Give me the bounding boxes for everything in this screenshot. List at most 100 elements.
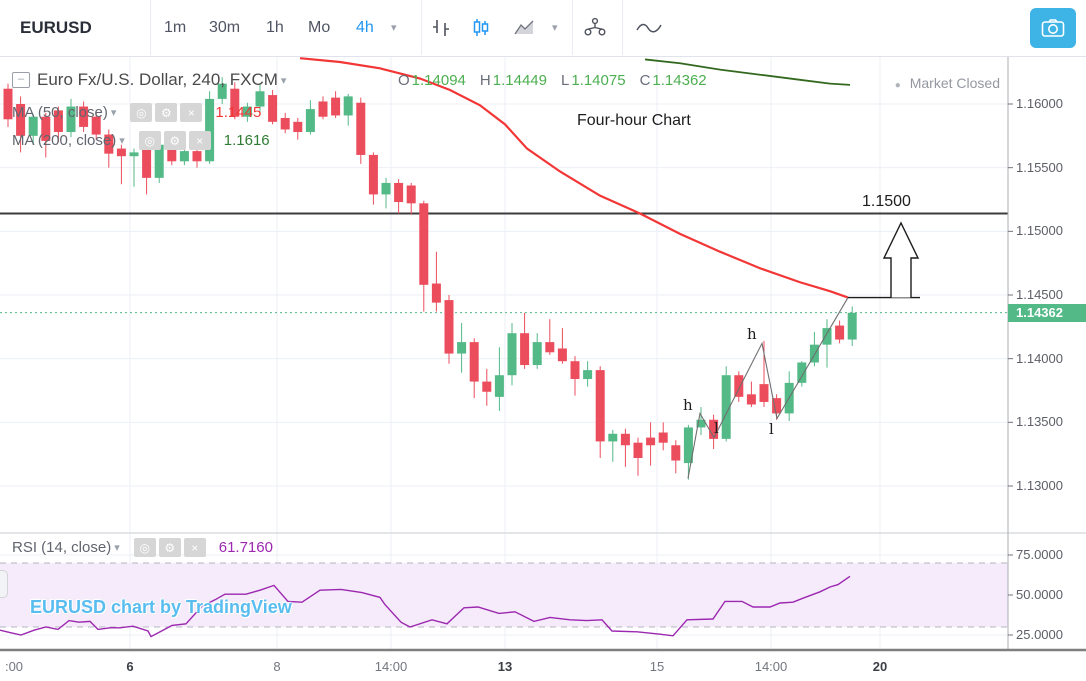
candle-body: [280, 118, 290, 130]
ma200-remove-icon[interactable]: ×: [188, 131, 211, 150]
low-value: 1.14075: [571, 72, 626, 89]
compare-icon[interactable]: [582, 0, 608, 55]
toolbar-separator: [150, 0, 151, 55]
candle-body: [683, 427, 693, 464]
status-dot-icon: ●: [894, 80, 901, 91]
candle-body: [419, 203, 429, 285]
candle-body: [482, 381, 492, 392]
candle-body: [532, 342, 542, 366]
rsi-label: RSI (14, close): [12, 539, 112, 556]
rsi-settings-icon[interactable]: ⚙: [158, 538, 181, 557]
chart-style-dropdown-icon[interactable]: ▾: [552, 22, 558, 34]
candle-body: [66, 106, 76, 133]
candle-body: [658, 432, 668, 443]
ma200-legend: MA (200, close) ▾ ◎ ⚙ × 1.1616: [12, 131, 270, 150]
candles-icon[interactable]: [470, 0, 492, 55]
candle-body: [91, 116, 101, 135]
ma200-settings-icon[interactable]: ⚙: [163, 131, 186, 150]
candle-body: [671, 445, 681, 461]
area-icon[interactable]: [512, 0, 538, 55]
price-axis-label: 1.13000: [1016, 477, 1063, 493]
candle-body: [356, 102, 366, 155]
rsi-legend: RSI (14, close) ▾ ◎ ⚙ × 61.7160: [12, 538, 273, 557]
chart-annotation-title: Four-hour Chart: [577, 112, 691, 129]
candle-body: [696, 419, 706, 428]
symbol-button[interactable]: EURUSD: [20, 17, 92, 37]
rsi-remove-icon[interactable]: ×: [183, 538, 206, 557]
timeframe-30m[interactable]: 30m: [209, 18, 241, 36]
candle-body: [494, 375, 504, 397]
timeframe-1h[interactable]: 1h: [266, 18, 284, 36]
top-toolbar: EURUSD 1m 30m 1h Mo 4h ▾ ▾: [0, 0, 1086, 57]
candle-body: [242, 106, 252, 117]
price-axis-label: 1.15000: [1016, 223, 1063, 239]
candle-body: [809, 344, 819, 363]
timeframe-dropdown-icon[interactable]: ▾: [391, 22, 397, 34]
swing-h-label: h: [747, 325, 757, 343]
candle-body: [268, 95, 278, 122]
timeframe-mo[interactable]: Mo: [308, 18, 331, 36]
time-axis-label: 20: [872, 659, 888, 674]
series-legend[interactable]: – Euro Fx/U.S. Dollar, 240, FXCM ▾: [12, 70, 286, 90]
open-letter: O: [398, 72, 410, 89]
candle-body: [570, 361, 580, 380]
candle-body: [797, 362, 807, 383]
bars-icon[interactable]: [430, 0, 452, 55]
low-letter: L: [560, 72, 570, 89]
time-axis-label: 6: [126, 659, 134, 674]
ma50-label: MA (50, close): [12, 104, 108, 121]
ma200-dropdown-icon[interactable]: ▾: [119, 135, 125, 147]
tradingview-watermark: EURUSD chart by TradingView: [30, 597, 292, 617]
collapse-pane-icon[interactable]: –: [12, 72, 30, 88]
rsi-value: 61.7160: [218, 539, 273, 556]
candle-body: [53, 110, 63, 133]
ma50-hide-icon[interactable]: ◎: [130, 103, 153, 122]
candle-body: [646, 437, 656, 446]
candle-body: [507, 333, 517, 376]
candle-body: [633, 442, 643, 458]
rsi-line: [0, 575, 851, 638]
candle-body: [595, 370, 605, 442]
camera-icon[interactable]: [1030, 8, 1076, 48]
timeframe-1m[interactable]: 1m: [164, 18, 187, 36]
market-status-badge: ● Market Closed: [895, 75, 1000, 91]
high-value: 1.14449: [492, 72, 547, 89]
candle-body: [318, 101, 328, 117]
candle-body: [305, 109, 315, 133]
candle-body: [847, 312, 857, 340]
timeframe-4h-active[interactable]: 4h: [356, 18, 374, 36]
candle-body: [230, 88, 240, 117]
candle-body: [709, 419, 719, 439]
rsi-band: [0, 563, 1008, 627]
ma200-hide-icon[interactable]: ◎: [138, 131, 161, 150]
rsi-dropdown-icon[interactable]: ▾: [114, 542, 120, 554]
candle-body: [406, 185, 416, 204]
candle-body: [79, 106, 89, 127]
candle-body: [431, 283, 441, 303]
candle-body: [746, 394, 756, 405]
ma50-settings-icon[interactable]: ⚙: [155, 103, 178, 122]
candle-body: [104, 134, 114, 154]
ma200-value: 1.1616: [223, 132, 270, 149]
rsi-axis-label: 25.0000: [1016, 627, 1063, 642]
series-dropdown-icon[interactable]: ▾: [280, 74, 287, 87]
toolbar-separator: [421, 0, 422, 55]
rsi-hide-icon[interactable]: ◎: [133, 538, 156, 557]
toolbar-separator: [572, 0, 573, 55]
ma50-remove-icon[interactable]: ×: [180, 103, 203, 122]
candle-body: [41, 116, 51, 141]
ma50-dropdown-icon[interactable]: ▾: [110, 107, 117, 119]
chart-area[interactable]: [0, 56, 1086, 681]
line-icon[interactable]: [634, 0, 664, 55]
candle-body: [557, 348, 567, 362]
candle-body: [154, 144, 164, 178]
ma200-label: MA (200, close): [12, 132, 117, 149]
candle-body: [444, 300, 454, 354]
close-letter: C: [639, 72, 651, 89]
candle-body: [16, 104, 26, 136]
ma50-value: 1.1445: [215, 104, 262, 121]
pane-handle[interactable]: [0, 570, 8, 598]
candle-body: [772, 398, 782, 414]
candle-body: [129, 152, 139, 157]
